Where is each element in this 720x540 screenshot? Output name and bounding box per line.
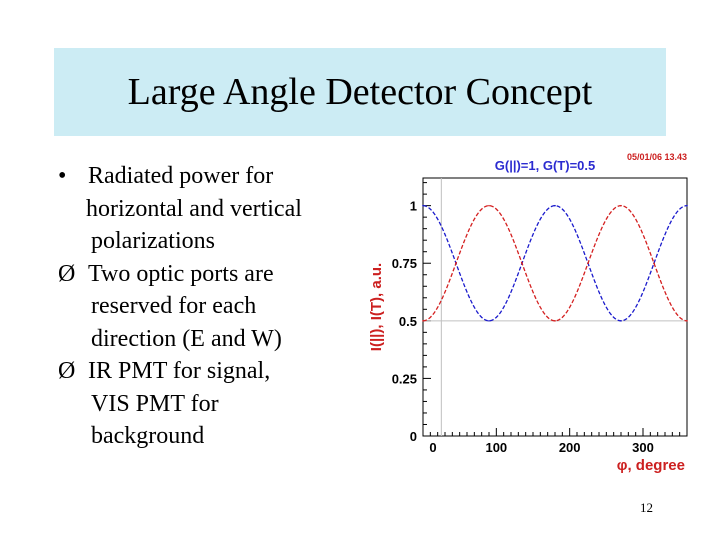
series-point-1	[422, 204, 424, 207]
chart-timestamp: 05/01/06 13.43	[627, 152, 687, 162]
series-point-1	[620, 320, 622, 322]
series-point-2	[653, 262, 655, 265]
series-point-2	[422, 320, 424, 322]
y-tick-label: 1	[410, 199, 417, 214]
series-point-1	[686, 204, 688, 207]
plot-area: 0 0.25 0.5 0.75 1 0 100 200 300	[392, 177, 688, 455]
series-point-2	[554, 320, 556, 322]
arrow-bullet-icon: Ø	[58, 260, 76, 287]
slide-number: 12	[640, 500, 653, 515]
series-point-2	[587, 262, 589, 265]
y-tick-label: 0.25	[392, 371, 417, 386]
series-point-1	[554, 204, 556, 207]
chart-title: G(||)=1, G(T)=0.5	[495, 158, 595, 173]
bullet-3-line-2: VIS PMT for	[91, 390, 219, 417]
bullet-2-line-2: reserved for each	[91, 293, 257, 319]
y-tick-label: 0	[410, 429, 417, 444]
y-tick-label: 0.5	[399, 314, 417, 329]
bullet-list: • Radiated power for horizontal and verti…	[58, 160, 358, 453]
x-tick-label: 300	[632, 440, 654, 455]
series-line-2	[422, 204, 688, 322]
series-point-2	[620, 204, 622, 207]
y-axis-label: I(||), I(T), a.u.	[368, 263, 385, 351]
bullet-2-line-1: Ø Two optic ports are	[58, 258, 358, 291]
slide-title: Large Angle Detector Concept	[127, 71, 593, 113]
bullet-marker: •	[58, 163, 67, 189]
polarization-chart: G(||)=1, G(T)=0.5 05/01/06 13.43 I(||), …	[368, 152, 688, 474]
x-tick-label: 0	[429, 440, 436, 455]
series-point-2	[488, 204, 490, 207]
x-tick-label: 100	[485, 440, 507, 455]
bullet-1-line-1: • Radiated power for	[58, 160, 358, 193]
bullet-3-line-1: Ø IR PMT for signal,	[58, 355, 358, 388]
series-point-2	[686, 320, 688, 322]
bullet-3-line-3: background	[91, 423, 205, 449]
series-point-2	[521, 262, 523, 265]
x-axis-label: φ, degree	[617, 457, 685, 474]
title-banner: Large Angle Detector Concept	[54, 48, 666, 136]
arrow-bullet-icon: Ø	[58, 358, 76, 384]
series-point-1	[488, 320, 490, 322]
series-line-1	[422, 204, 688, 322]
x-tick-label: 200	[559, 440, 581, 455]
series-point-2	[455, 262, 457, 265]
bullet-1-line-2: horizontal and vertical	[86, 195, 302, 222]
plot-frame	[422, 177, 688, 437]
bullet-2-line-3: direction (E and W)	[91, 325, 282, 352]
bullet-1-line-3: polarizations	[91, 228, 215, 254]
y-tick-label: 0.75	[392, 256, 417, 271]
